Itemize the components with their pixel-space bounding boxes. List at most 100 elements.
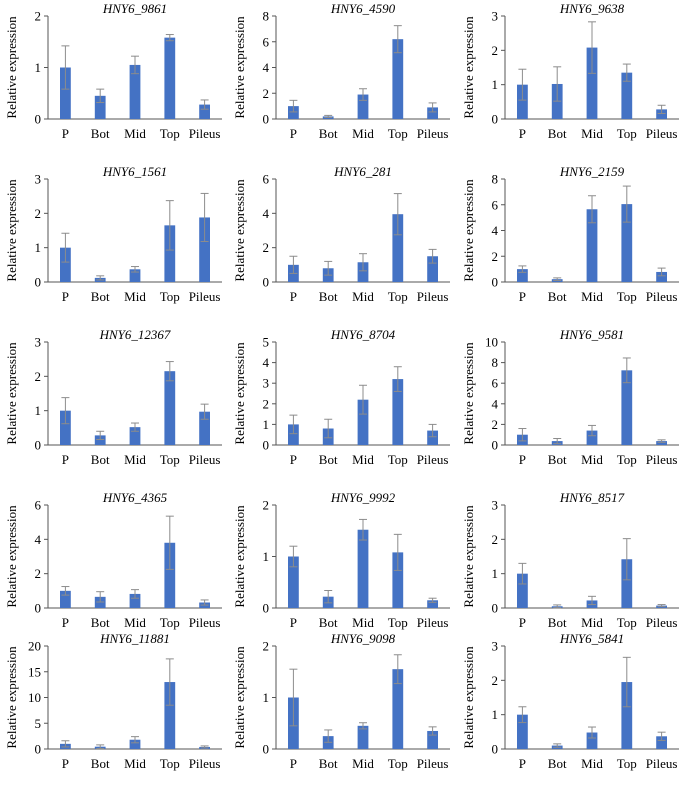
error-bar xyxy=(200,192,209,242)
chart-title: HNY6_8704 xyxy=(330,327,396,342)
x-tick-label: Top xyxy=(160,289,180,304)
x-tick-label: Pileus xyxy=(417,289,449,304)
y-tick-label: 6 xyxy=(263,34,270,49)
error-bar xyxy=(131,266,139,273)
chart-panel: HNY6_9638 Relative expression 0 1 2 3 P Bot Mid T… xyxy=(461,1,679,141)
error-bar xyxy=(588,424,596,437)
x-tick-label: Top xyxy=(160,756,180,771)
y-tick-label: 0 xyxy=(35,601,42,616)
chart-panel: HNY6_9098 Relative expression 0 1 2 P Bot Mid To… xyxy=(232,631,450,771)
error-bar xyxy=(588,21,596,74)
error-bar xyxy=(289,255,298,274)
y-tick-label: 2 xyxy=(263,86,270,101)
error-bar xyxy=(622,656,631,708)
y-tick-label: 4 xyxy=(35,532,42,547)
error-bar xyxy=(200,745,209,749)
y-tick-label: 1 xyxy=(263,549,270,564)
error-bar xyxy=(200,599,209,606)
error-bar xyxy=(359,384,367,415)
x-tick-label: Pileus xyxy=(417,756,449,771)
chart-panel: HNY6_8517 Relative expression 0 1 2 3 P Bot Mid T… xyxy=(461,490,679,630)
y-axis-label: Relative expression xyxy=(4,505,19,608)
x-tick-label: Bot xyxy=(319,756,338,771)
chart-panel: HNY6_281 Relative expression 0 2 4 6 P Bot Mid To… xyxy=(232,164,450,304)
error-bar xyxy=(324,114,333,118)
x-tick-label: P xyxy=(62,289,69,304)
error-bar xyxy=(518,562,527,585)
error-bar xyxy=(131,589,139,599)
x-tick-label: Pileus xyxy=(417,126,449,141)
bar xyxy=(288,106,299,119)
y-axis-label: Relative expression xyxy=(232,16,247,119)
y-tick-label: 1 xyxy=(35,403,42,418)
y-tick-label: 3 xyxy=(492,9,499,24)
error-bar xyxy=(359,253,367,272)
x-tick-label: Pileus xyxy=(189,289,221,304)
x-tick-label: Mid xyxy=(352,126,374,141)
chart-panel: HNY6_9861 Relative expression 0 1 2 P Bot Mid To… xyxy=(4,1,222,141)
x-tick-label: P xyxy=(519,452,526,467)
y-tick-label: 0 xyxy=(492,742,499,757)
y-tick-label: 0 xyxy=(263,601,270,616)
x-tick-label: Pileus xyxy=(417,615,449,630)
x-tick-label: Top xyxy=(388,452,408,467)
y-tick-label: 1 xyxy=(35,240,42,255)
error-bar xyxy=(393,193,402,236)
error-bar xyxy=(553,66,562,102)
y-tick-label: 5 xyxy=(263,335,270,350)
bar xyxy=(586,732,598,749)
error-bar xyxy=(96,275,105,281)
error-bar xyxy=(200,403,209,420)
error-bar xyxy=(61,232,70,263)
y-tick-label: 1 xyxy=(35,60,42,75)
error-bar xyxy=(518,265,527,273)
x-tick-label: P xyxy=(290,615,297,630)
error-bar xyxy=(96,430,105,441)
bar xyxy=(517,84,528,119)
y-tick-label: 1 xyxy=(492,707,499,722)
y-tick-label: 5 xyxy=(35,716,42,731)
y-axis-label: Relative expression xyxy=(232,646,247,749)
bar xyxy=(656,109,667,119)
y-tick-label: 6 xyxy=(263,172,270,187)
bar xyxy=(427,600,438,608)
y-tick-label: 2 xyxy=(263,639,270,654)
y-tick-label: 0 xyxy=(492,112,499,127)
bar xyxy=(656,271,667,282)
x-tick-label: Bot xyxy=(319,452,338,467)
y-axis-label: Relative expression xyxy=(232,505,247,608)
bar xyxy=(60,410,71,445)
y-axis-label: Relative expression xyxy=(4,646,19,749)
error-bar xyxy=(428,597,437,603)
bar xyxy=(357,529,369,608)
x-tick-label: Pileus xyxy=(646,452,678,467)
error-bar xyxy=(200,99,209,110)
y-axis-label: Relative expression xyxy=(4,179,19,282)
x-tick-label: P xyxy=(62,615,69,630)
y-tick-label: 2 xyxy=(492,417,499,432)
x-tick-label: Mid xyxy=(124,756,146,771)
y-tick-label: 2 xyxy=(35,566,42,581)
bar xyxy=(517,714,528,749)
chart-panel: HNY6_1561 Relative expression 0 1 2 3 P Bot Mid T… xyxy=(4,164,222,304)
x-tick-label: Top xyxy=(160,615,180,630)
error-bar xyxy=(289,668,298,727)
y-tick-label: 3 xyxy=(35,172,42,187)
chart-panel: HNY6_8704 Relative expression 0 1 2 3 4 5 P Bot Mi… xyxy=(232,327,450,467)
y-tick-label: 3 xyxy=(492,498,499,513)
y-tick-label: 2 xyxy=(263,498,270,513)
chart-panel: HNY6_4590 Relative expression 0 2 4 6 8 P Bot Mid… xyxy=(232,1,450,141)
bar xyxy=(357,262,369,282)
y-tick-label: 10 xyxy=(28,690,41,705)
chart-panel: HNY6_2159 Relative expression 0 2 4 6 8 P Bot Mid… xyxy=(461,164,679,304)
bar xyxy=(621,72,633,119)
x-tick-label: Mid xyxy=(124,126,146,141)
y-tick-label: 3 xyxy=(492,639,499,654)
x-tick-label: Pileus xyxy=(646,289,678,304)
error-bar xyxy=(657,604,666,608)
bar xyxy=(517,573,528,608)
y-axis-label: Relative expression xyxy=(461,646,476,749)
bar xyxy=(586,209,598,282)
x-tick-label: Mid xyxy=(352,615,374,630)
